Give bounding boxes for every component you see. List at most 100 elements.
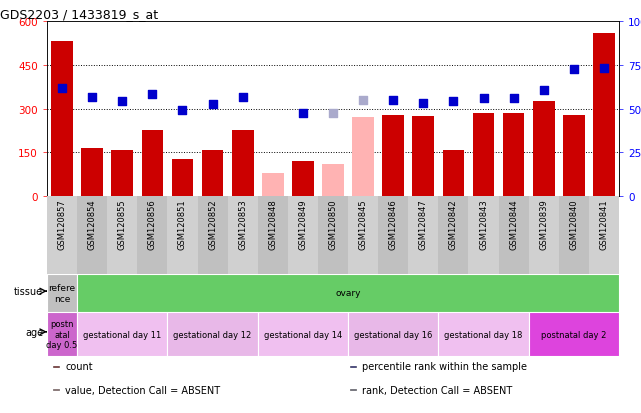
Point [238, 94, 248, 101]
Bar [232, 131, 254, 197]
Point [147, 91, 158, 98]
Text: percentile rank within the sample: percentile rank within the sample [362, 361, 528, 371]
Bar [137, 197, 167, 274]
Bar [107, 197, 137, 274]
Bar [559, 197, 589, 274]
Bar [412, 116, 434, 197]
Bar [378, 197, 408, 274]
Text: GSM120846: GSM120846 [388, 199, 397, 249]
Bar [529, 312, 619, 356]
Text: GSM120854: GSM120854 [88, 199, 97, 249]
Bar [258, 197, 288, 274]
Bar [322, 164, 344, 197]
Text: gestational day 12: gestational day 12 [174, 330, 252, 339]
Bar [258, 312, 348, 356]
Text: GSM120853: GSM120853 [238, 199, 247, 249]
Bar [589, 197, 619, 274]
Text: refere
nce: refere nce [49, 284, 76, 303]
Text: GSM120851: GSM120851 [178, 199, 187, 249]
Bar [51, 42, 73, 197]
Bar [81, 149, 103, 197]
Text: GSM120844: GSM120844 [509, 199, 518, 249]
Text: GSM120849: GSM120849 [299, 199, 308, 249]
Bar [438, 197, 469, 274]
Point [57, 85, 67, 92]
Bar [47, 274, 77, 312]
Text: GSM120842: GSM120842 [449, 199, 458, 249]
Bar [353, 118, 374, 197]
Point [448, 99, 458, 105]
Text: gestational day 14: gestational day 14 [263, 330, 342, 339]
Bar [197, 197, 228, 274]
Text: GSM120839: GSM120839 [539, 199, 548, 249]
Bar [348, 312, 438, 356]
Point [569, 66, 579, 73]
Bar [292, 161, 313, 197]
Text: postnatal day 2: postnatal day 2 [541, 330, 606, 339]
Point [328, 110, 338, 117]
Text: GSM120856: GSM120856 [148, 199, 157, 249]
Text: GSM120845: GSM120845 [358, 199, 367, 249]
Bar [112, 151, 133, 197]
Bar [438, 312, 529, 356]
Point [418, 101, 428, 107]
Point [178, 107, 188, 114]
Text: value, Detection Call = ABSENT: value, Detection Call = ABSENT [65, 385, 221, 395]
Text: postn
atal
day 0.5: postn atal day 0.5 [46, 319, 78, 349]
Text: age: age [25, 327, 43, 337]
Point [538, 87, 549, 94]
Text: GSM120843: GSM120843 [479, 199, 488, 249]
Text: GSM120847: GSM120847 [419, 199, 428, 249]
Text: gestational day 16: gestational day 16 [354, 330, 433, 339]
Bar [202, 151, 224, 197]
Text: GSM120850: GSM120850 [328, 199, 338, 249]
Bar [77, 197, 107, 274]
Bar [350, 389, 356, 390]
Point [87, 94, 97, 101]
Point [508, 96, 519, 102]
Bar [469, 197, 499, 274]
Text: GSM120848: GSM120848 [269, 199, 278, 249]
Text: GDS2203 / 1433819_s_at: GDS2203 / 1433819_s_at [0, 8, 158, 21]
Bar [77, 312, 167, 356]
Bar [533, 102, 554, 197]
Bar [593, 33, 615, 197]
Bar [318, 197, 348, 274]
Text: tissue: tissue [14, 286, 43, 297]
Bar [348, 197, 378, 274]
Bar [167, 312, 258, 356]
Bar [408, 197, 438, 274]
Text: GSM120840: GSM120840 [569, 199, 578, 249]
Text: GSM120857: GSM120857 [58, 199, 67, 249]
Text: count: count [65, 361, 93, 371]
Bar [442, 151, 464, 197]
Bar [563, 116, 585, 197]
Point [478, 96, 488, 102]
Bar [350, 366, 356, 367]
Point [298, 110, 308, 117]
Bar [47, 197, 77, 274]
Bar [172, 159, 194, 197]
Text: GSM120855: GSM120855 [118, 199, 127, 249]
Bar [228, 197, 258, 274]
Bar [142, 131, 163, 197]
Point [358, 97, 368, 104]
Point [208, 102, 218, 108]
Text: GSM120841: GSM120841 [599, 199, 608, 249]
Text: ovary: ovary [335, 289, 361, 298]
Bar [529, 197, 559, 274]
Bar [167, 197, 197, 274]
Point [388, 97, 398, 104]
Bar [383, 116, 404, 197]
Bar [503, 114, 524, 197]
Text: rank, Detection Call = ABSENT: rank, Detection Call = ABSENT [362, 385, 513, 395]
Bar [47, 312, 77, 356]
Bar [288, 197, 318, 274]
Bar [472, 114, 494, 197]
Text: GSM120852: GSM120852 [208, 199, 217, 249]
Bar [262, 173, 283, 197]
Bar [53, 366, 60, 367]
Bar [499, 197, 529, 274]
Text: gestational day 11: gestational day 11 [83, 330, 162, 339]
Text: gestational day 18: gestational day 18 [444, 330, 522, 339]
